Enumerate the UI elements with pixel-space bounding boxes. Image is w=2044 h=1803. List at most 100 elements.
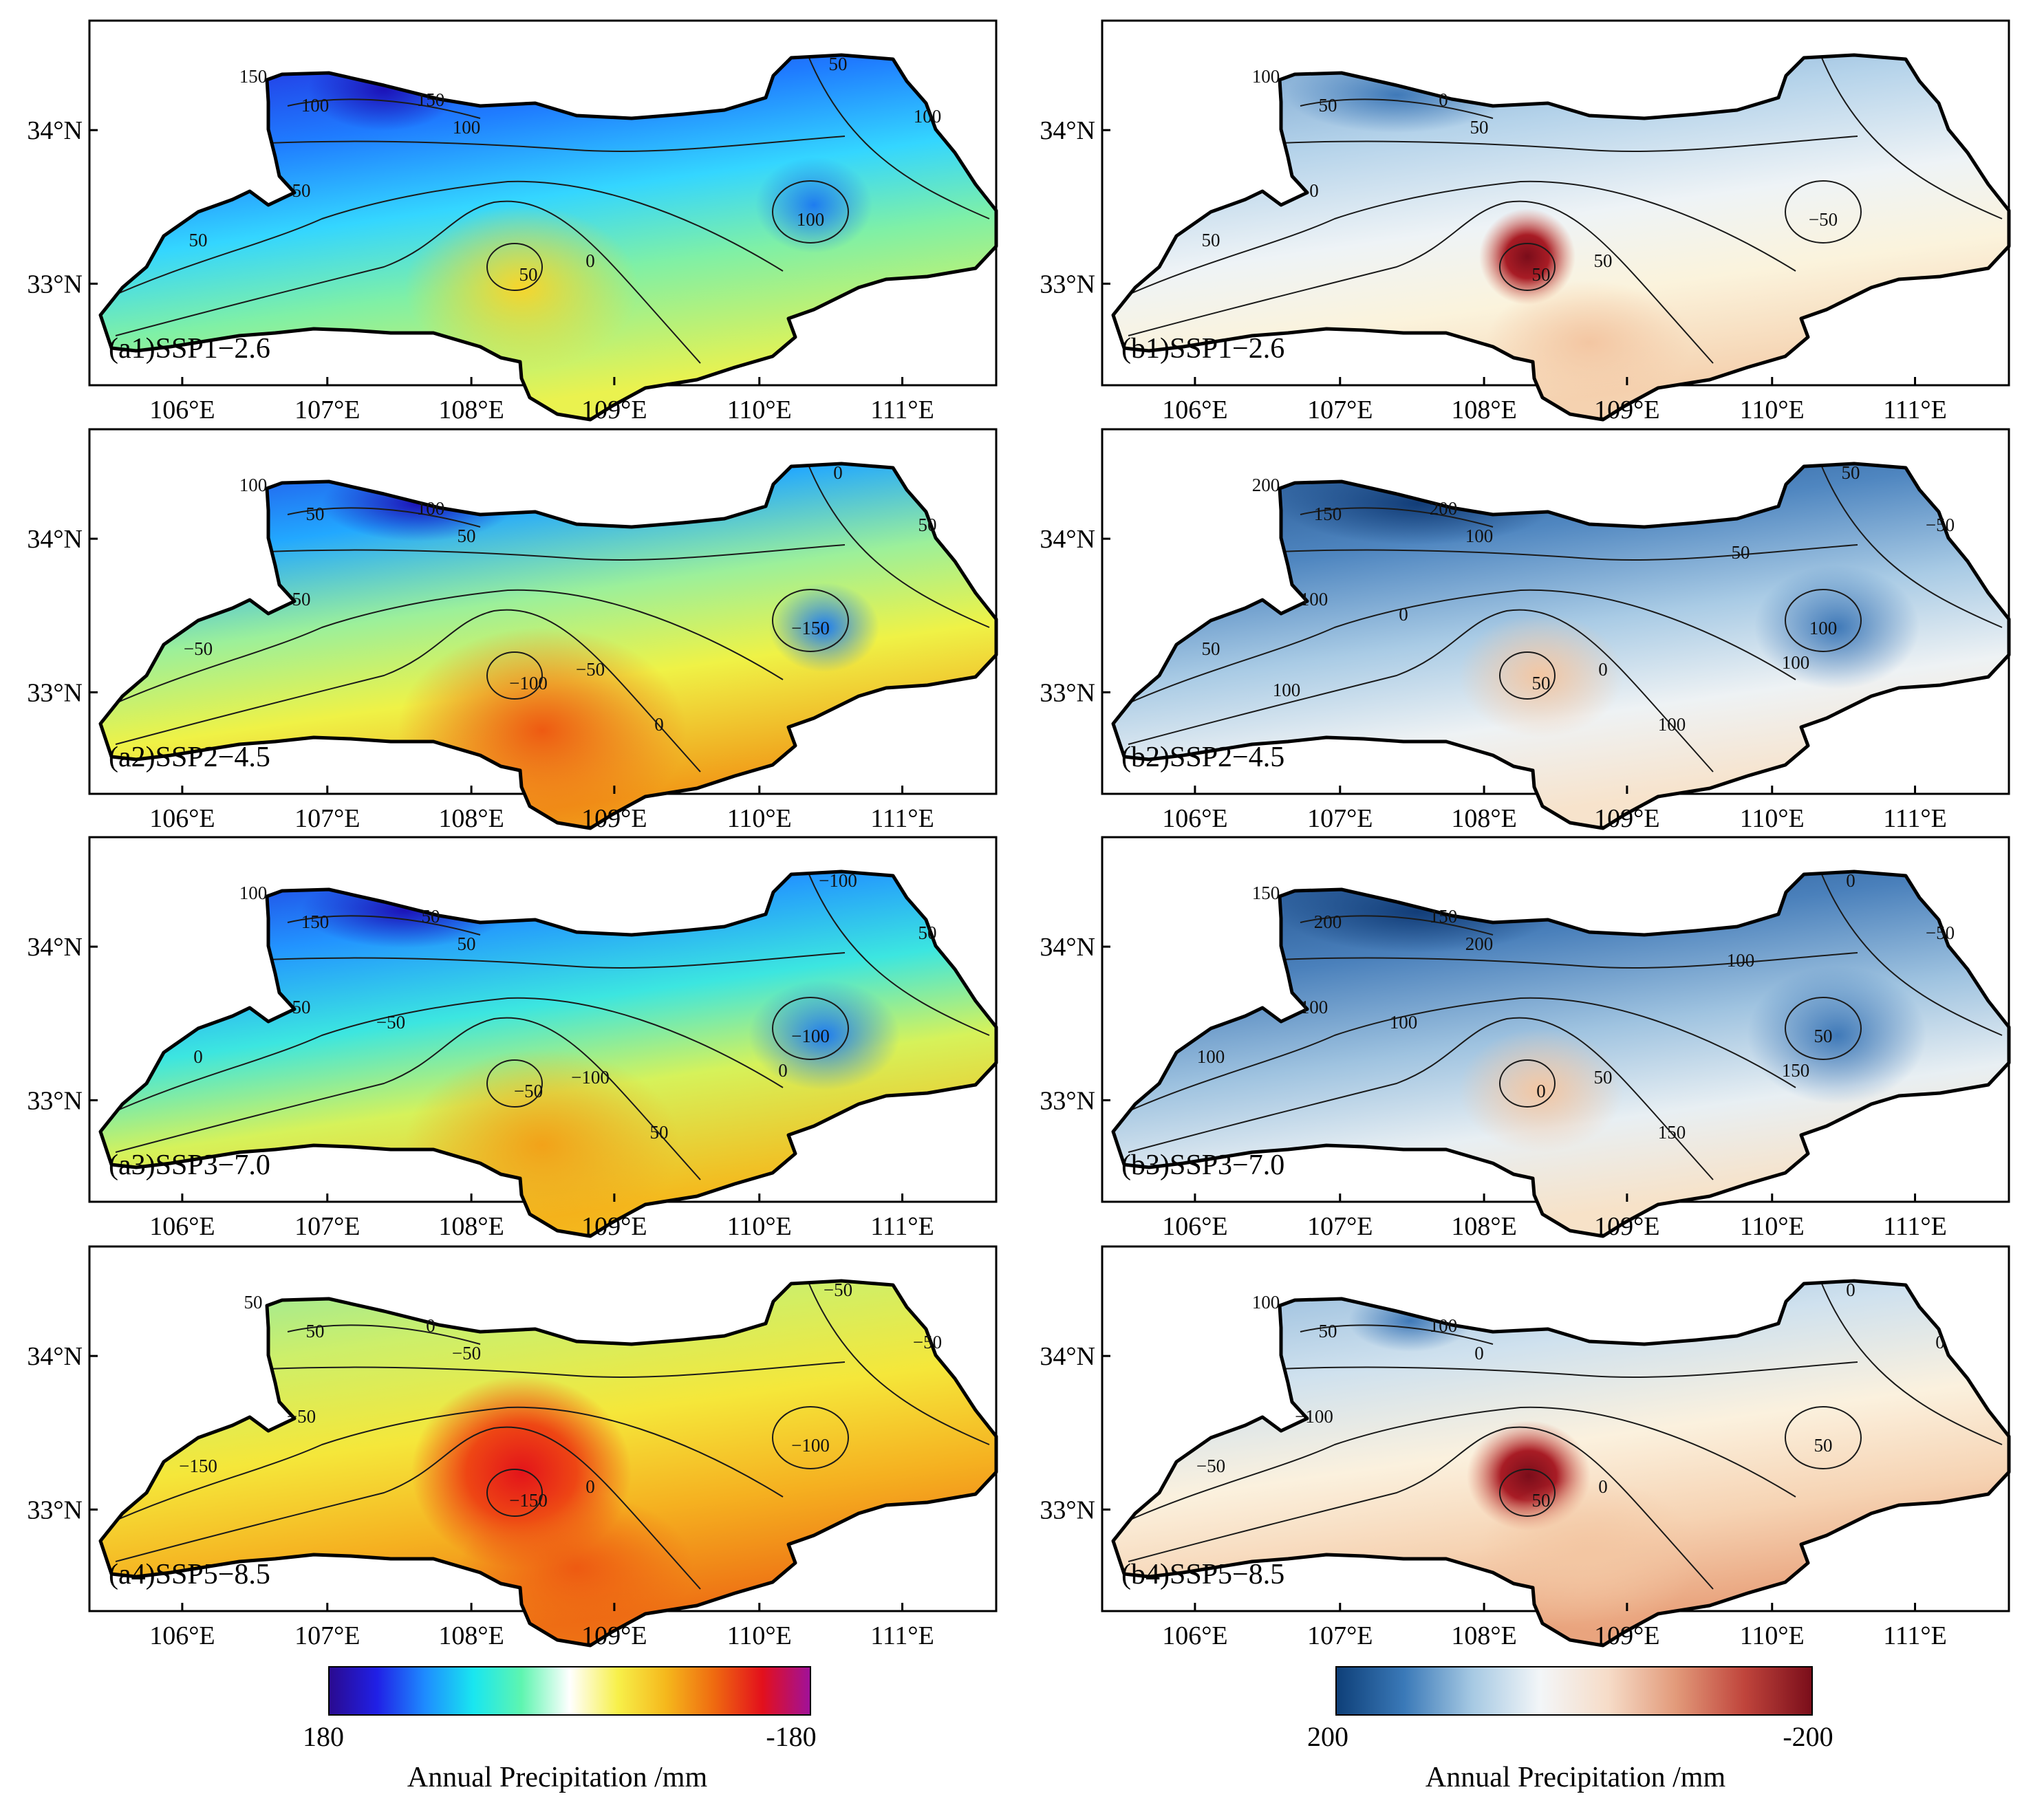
panel-label-a1: (a1)SSP1−2.6 <box>109 333 270 365</box>
contour-label: −50 <box>1196 1456 1225 1476</box>
contour-label: 50 <box>1202 638 1220 659</box>
contour-label: 0 <box>193 1046 203 1067</box>
x-tick-label: 108°E <box>438 396 504 424</box>
panel-label-a2: (a2)SSP2−4.5 <box>109 742 270 773</box>
contour-label: 50 <box>292 180 311 201</box>
x-tick-label: 108°E <box>438 1212 504 1241</box>
contour-label: 100 <box>1430 1315 1458 1336</box>
contour-label: 100 <box>301 95 330 116</box>
map-panel-b1: 100 50 0 50 0 50 −50 50 50 (b1)SSP1−2.6 106°E 107°E… <box>1040 19 2009 424</box>
contour-label: −100 <box>791 1026 830 1046</box>
contour-label: 50 <box>918 922 937 943</box>
contour-line-b3-0 <box>1113 997 1796 1119</box>
contour-label: 0 <box>426 1315 435 1336</box>
contour-label: 0 <box>1598 659 1608 680</box>
field-anomaly-b2-2 <box>1459 614 1624 737</box>
contour-loop-b3-0 <box>1499 1059 1556 1108</box>
contour-label: 100 <box>1252 1292 1280 1313</box>
contour-label: −50 <box>824 1280 852 1300</box>
y-tick-label: 33°N <box>1040 1496 1095 1524</box>
x-tick-label: 108°E <box>1451 1621 1516 1650</box>
x-tick-label: 111°E <box>1883 1621 1947 1650</box>
contour-line-a1-4 <box>803 55 990 219</box>
contour-label: −150 <box>791 618 830 638</box>
y-tick-label: 34°N <box>27 525 83 554</box>
contour-line-b3-3 <box>1300 915 1494 936</box>
contour-label: −50 <box>514 1081 543 1101</box>
panel-label-a3: (a3)SSP3−7.0 <box>109 1149 270 1181</box>
contour-label: −50 <box>913 1332 942 1352</box>
contour-line-a3-4 <box>803 872 990 1036</box>
contour-label: 50 <box>292 589 311 609</box>
contour-label: 50 <box>829 54 848 74</box>
contour-label: 100 <box>1782 652 1810 673</box>
x-tick-label: 106°E <box>1162 1212 1227 1241</box>
contour-label: 0 <box>1598 1476 1608 1497</box>
y-tick-label: 34°N <box>1040 933 1095 962</box>
colorbar-left-min-label: 180 <box>303 1721 344 1752</box>
colorbar-left-frame <box>328 1666 811 1716</box>
x-tick-label: 111°E <box>870 804 934 833</box>
contour-line-a2-0 <box>100 589 784 711</box>
basin-map-b1: 100 50 0 50 0 50 −50 50 50 <box>1113 44 2009 420</box>
contour-line-b2-1 <box>1279 544 1858 561</box>
contour-line-b1-2 <box>1128 200 1714 364</box>
contour-label: 200 <box>1430 498 1458 519</box>
colorbar-left: 180 -180 Annual Precipitation /mm <box>303 1666 817 1793</box>
x-tick-label: 111°E <box>1883 1212 1947 1241</box>
y-tick-label: 33°N <box>27 270 83 299</box>
x-tick-label: 107°E <box>1307 396 1373 424</box>
y-tick-label: 34°N <box>1040 525 1095 554</box>
contour-loop-b2-1 <box>1785 589 1862 652</box>
contour-label: 50 <box>306 504 325 524</box>
x-tick-label: 110°E <box>727 1621 792 1650</box>
contour-loop-b4-0 <box>1499 1469 1556 1517</box>
x-tick-label: 108°E <box>1451 804 1516 833</box>
contour-label: 50 <box>1594 1067 1613 1088</box>
contour-label: 50 <box>918 515 937 535</box>
x-tick-label: 107°E <box>294 1621 360 1650</box>
contour-loop-a1-0 <box>486 243 543 291</box>
contour-loop-a2-0 <box>486 651 543 700</box>
contour-label: 150 <box>417 89 445 110</box>
contour-label: −150 <box>179 1456 217 1476</box>
contour-line-a2-3 <box>287 507 481 528</box>
contour-loop-b4-1 <box>1785 1406 1862 1469</box>
contour-line-a2-2 <box>115 609 701 773</box>
field-anomaly-b3-2 <box>1459 1028 1624 1152</box>
contour-label: 50 <box>1732 542 1750 563</box>
x-tick-label: 110°E <box>727 396 792 424</box>
contour-label: 100 <box>453 117 481 138</box>
map-panel-b3: 150 200 150 200 100 100 50 0 50 0 −50 150 100 150 100 (… <box>1040 836 2009 1241</box>
contour-label: −50 <box>576 659 605 680</box>
contour-line-b2-3 <box>1300 507 1494 528</box>
contour-line-b2-0 <box>1113 589 1796 711</box>
x-tick-label: 110°E <box>1740 804 1805 833</box>
map-panel-b4: 100 50 100 0 −100 −50 50 50 0 0 0 (b4)SSP5−8.5 106°E… <box>1040 1245 2009 1650</box>
contour-label: 150 <box>1658 1122 1686 1143</box>
contour-label: 0 <box>1846 870 1855 891</box>
contour-label: 50 <box>1532 1490 1551 1511</box>
contour-label: −50 <box>376 1012 405 1033</box>
contour-label: 50 <box>189 230 208 250</box>
y-tick-label: 33°N <box>27 678 83 707</box>
contour-line-b1-0 <box>1113 180 1796 302</box>
contour-label: 50 <box>1202 230 1220 250</box>
y-tick-label: 33°N <box>1040 1086 1095 1115</box>
contour-label: −100 <box>1295 1406 1333 1427</box>
contour-label: 0 <box>585 1476 595 1497</box>
contour-label: −100 <box>509 673 548 693</box>
contour-label: −50 <box>184 638 213 659</box>
x-tick-label: 106°E <box>149 1212 215 1241</box>
colorbar-left-max-label: -180 <box>766 1721 816 1752</box>
contour-loop-a4-1 <box>772 1406 849 1469</box>
contour-line-a4-3 <box>287 1324 481 1345</box>
contour-label: 100 <box>1727 950 1755 971</box>
basin-map-b3: 150 200 150 200 100 100 50 0 50 0 −50 150 100 150 100 <box>1113 861 2009 1236</box>
contour-label: 200 <box>1314 911 1342 932</box>
contour-label: 50 <box>244 1292 263 1313</box>
contour-label: 100 <box>1252 66 1280 87</box>
contour-label: 50 <box>306 1321 325 1341</box>
field-anomaly-a1-2 <box>405 205 638 370</box>
